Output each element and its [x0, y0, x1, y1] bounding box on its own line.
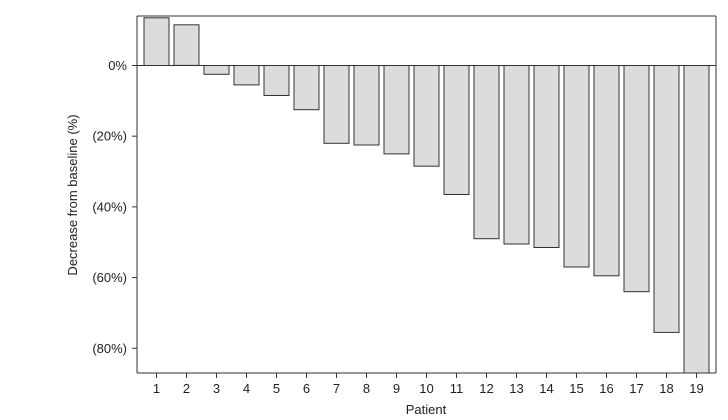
x-tick-label: 12 — [479, 381, 493, 396]
bar-patient-8 — [353, 65, 380, 146]
bar-patient-3 — [203, 65, 230, 75]
x-tick-label: 13 — [509, 381, 523, 396]
x-tick-label: 19 — [689, 381, 703, 396]
bar-patient-5 — [263, 65, 290, 96]
bar-patient-13 — [503, 65, 530, 245]
bars-layer — [143, 17, 710, 374]
x-tick-label: 16 — [599, 381, 613, 396]
bar-patient-2 — [173, 24, 200, 66]
x-tick-label: 17 — [629, 381, 643, 396]
bar-patient-10 — [413, 65, 440, 167]
x-tick-label: 9 — [393, 381, 400, 396]
bar-patient-12 — [473, 65, 500, 240]
y-axis: 0% (20%) (40%) (60%) (80%) — [92, 58, 137, 356]
x-tick-label: 5 — [273, 381, 280, 396]
bar-patient-18 — [653, 65, 680, 333]
x-tick-label: 18 — [659, 381, 673, 396]
bar-patient-9 — [383, 65, 410, 155]
y-axis-title: Decrease from baseline (%) — [65, 114, 80, 275]
x-tick-label: 3 — [213, 381, 220, 396]
y-tick-label: (40%) — [92, 199, 127, 214]
x-axis: 1 2 3 4 5 6 7 8 9 10 11 12 13 14 15 16 17 18 19 — [153, 373, 704, 396]
bar-patient-16 — [593, 65, 620, 277]
bar-patient-1 — [143, 17, 170, 66]
x-tick-label: 2 — [183, 381, 190, 396]
x-tick-label: 7 — [333, 381, 340, 396]
x-tick-label: 15 — [569, 381, 583, 396]
x-tick-label: 6 — [303, 381, 310, 396]
y-tick-label: (20%) — [92, 129, 127, 144]
bar-patient-6 — [293, 65, 320, 111]
bar-patient-19 — [683, 65, 710, 374]
y-tick-label: (60%) — [92, 270, 127, 285]
x-tick-label: 4 — [243, 381, 250, 396]
x-tick-label: 11 — [450, 381, 464, 396]
x-tick-label: 1 — [153, 381, 160, 396]
x-tick-label: 14 — [539, 381, 553, 396]
bar-patient-4 — [233, 65, 260, 86]
bar-patient-17 — [623, 65, 650, 293]
x-tick-label: 10 — [419, 381, 433, 396]
y-tick-label: (80%) — [92, 341, 127, 356]
bar-patient-15 — [563, 65, 590, 268]
y-tick-label: 0% — [108, 58, 127, 73]
bar-patient-7 — [323, 65, 350, 144]
x-axis-title: Patient — [406, 402, 447, 417]
bar-patient-14 — [533, 65, 560, 248]
x-tick-label: 8 — [363, 381, 370, 396]
bar-patient-11 — [443, 65, 470, 195]
